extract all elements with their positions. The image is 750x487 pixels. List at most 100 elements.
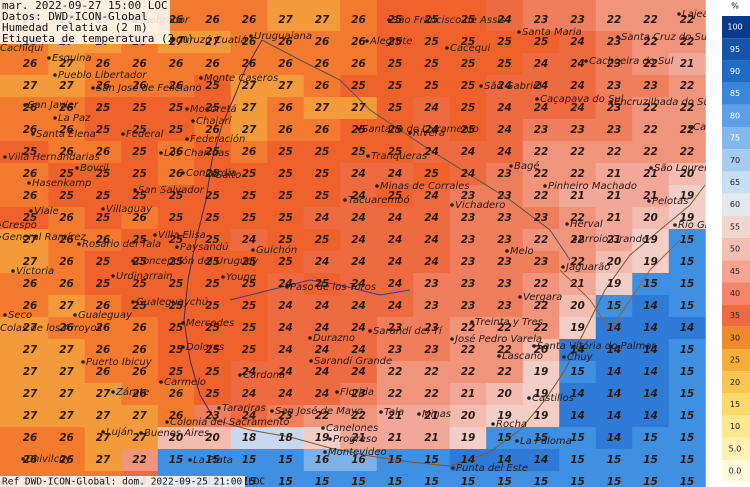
place-dot [185, 137, 189, 141]
temperature-cell [194, 339, 232, 362]
temperature-cell [668, 75, 706, 98]
temperature-label: 23 [461, 212, 476, 224]
temperature-label: 25 [424, 80, 439, 92]
temperature-cell [303, 339, 341, 362]
temperature-label: 26 [132, 344, 147, 356]
temperature-label: 27 [315, 102, 330, 114]
temperature-cell [559, 97, 597, 120]
temperature-cell [157, 163, 195, 186]
temperature-cell [48, 339, 86, 362]
temperature-cell [48, 185, 86, 208]
temperature-label: 22 [461, 322, 476, 334]
place-dot [387, 18, 391, 22]
temperature-cell [595, 383, 633, 406]
temperature-label: 14 [497, 454, 512, 466]
place-label: Lascano [502, 351, 543, 362]
temperature-cell [376, 251, 414, 274]
place-label: Hasenkamp [32, 178, 91, 189]
place-dot [491, 422, 495, 426]
place-label: Federal [126, 129, 164, 140]
temperature-label: 14 [643, 344, 658, 356]
place-dot [673, 223, 677, 227]
temperature-label: 26 [96, 234, 111, 246]
place-label: Santa Cruz do Sul [621, 32, 710, 43]
temperature-cell [449, 185, 487, 208]
temperature-cell [267, 383, 305, 406]
temperature-label: 15 [570, 476, 585, 487]
temperature-cell [632, 405, 670, 428]
temperature-cell [121, 185, 159, 208]
temperature-cell [194, 317, 232, 340]
temperature-cell [595, 295, 633, 318]
temperature-cell [121, 251, 159, 274]
temperature-cell [84, 295, 122, 318]
temperature-label: 22 [424, 366, 439, 378]
temperature-label: 23 [607, 36, 622, 48]
temperature-label: 23 [424, 300, 439, 312]
temperature-cell [194, 449, 232, 472]
temperature-cell [559, 449, 597, 472]
place-label: Vergara [523, 292, 562, 303]
temperature-cell [486, 75, 524, 98]
temperature-label: 24 [424, 146, 439, 158]
temperature-cell [303, 449, 341, 472]
legend-label: 10 [730, 422, 740, 431]
temperature-label: 19 [643, 234, 658, 246]
place-dot [379, 410, 383, 414]
temperature-label: 26 [242, 36, 257, 48]
temperature-label: 14 [570, 388, 585, 400]
temperature-cell [668, 383, 706, 406]
temperature-cell [121, 295, 159, 318]
place-dot [479, 84, 483, 88]
temperature-cell [522, 207, 560, 230]
temperature-cell [230, 0, 268, 32]
legend-label: 80 [730, 111, 740, 120]
temperature-cell [0, 383, 49, 406]
temperature-cell [413, 427, 451, 450]
temperature-label: 25 [315, 146, 330, 158]
temperature-label: 25 [388, 58, 403, 70]
temperature-label: 27 [96, 454, 111, 466]
temperature-label: 20 [497, 388, 512, 400]
temperature-label: 25 [132, 234, 147, 246]
temperature-cell [632, 339, 670, 362]
place-dot [609, 100, 613, 104]
temperature-label: 22 [534, 190, 549, 202]
place-dot [497, 354, 501, 358]
place-dot [445, 46, 449, 50]
temperature-cell [84, 119, 122, 142]
temperature-cell [194, 229, 232, 252]
place-label: Lajeado [682, 9, 721, 20]
temperature-label: 15 [607, 454, 622, 466]
place-label: Mercedes [186, 318, 234, 329]
place-dot [238, 373, 242, 377]
temperature-cell [267, 75, 305, 98]
legend-label: 70 [730, 156, 740, 165]
temperature-label: 27 [59, 344, 74, 356]
place-dot [527, 396, 531, 400]
temperature-cell [595, 185, 633, 208]
temperature-label: 26 [132, 212, 147, 224]
temperature-label: 15 [169, 454, 184, 466]
temperature-label: 15 [242, 454, 257, 466]
legend-label: 45 [730, 267, 740, 276]
place-dot [584, 59, 588, 63]
place-dot [185, 107, 189, 111]
legend-swatch [722, 326, 750, 349]
temperature-label: 24 [351, 190, 366, 202]
temperature-cell [230, 427, 268, 450]
temperature-label: 14 [643, 410, 658, 422]
temperature-label: 20 [680, 168, 695, 180]
temperature-cell [303, 185, 341, 208]
temperature-label: 15 [424, 454, 439, 466]
legend-label: 100 [727, 23, 742, 32]
temperature-label: 19 [570, 322, 585, 334]
temperature-label: 27 [205, 36, 220, 48]
temperature-cell [632, 273, 670, 296]
temperature-label: 26 [278, 124, 293, 136]
legend-swatch [722, 171, 750, 194]
temperature-label: 15 [680, 476, 695, 487]
legend-label: 55 [730, 222, 740, 231]
legend-label: 25 [730, 356, 740, 365]
temperature-cell [486, 405, 524, 428]
